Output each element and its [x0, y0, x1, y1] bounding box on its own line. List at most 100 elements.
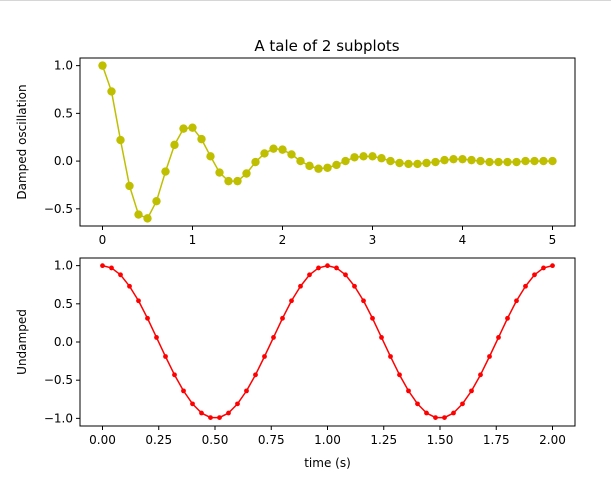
top-data-point: [377, 154, 386, 163]
bottom-x-tick-label: 0.00: [89, 433, 116, 447]
bottom-data-point: [109, 265, 114, 271]
bottom-x-tick-label: 1.00: [314, 433, 341, 447]
top-y-axis-label: Damped oscillation: [15, 84, 29, 199]
bottom-data-point: [451, 410, 456, 416]
top-data-point: [449, 154, 458, 164]
bottom-data-point: [406, 388, 411, 394]
bottom-data-point: [343, 272, 348, 278]
bottom-data-point: [307, 272, 312, 278]
window-top-border: [0, 0, 611, 1]
bottom-data-point: [379, 335, 384, 340]
bottom-data-point: [199, 410, 204, 416]
bottom-data-point: [298, 283, 303, 289]
bottom-data-point: [289, 298, 294, 304]
bottom-x-tick-label: 0.25: [145, 433, 172, 447]
bottom-data-point: [334, 265, 339, 271]
bottom-data-point: [100, 263, 105, 269]
top-data-point: [539, 156, 548, 166]
top-x-tick-label: 2: [279, 233, 287, 247]
top-data-point: [260, 149, 269, 158]
bottom-data-point: [163, 354, 168, 359]
top-data-point: [467, 155, 476, 165]
top-data-point: [413, 159, 422, 169]
top-y-tick-label: 0.5: [54, 106, 73, 120]
top-subplot: 0 1 2 3 4 5 −0.5 0.0 0.5 1.0 Damped oscillation: [15, 57, 576, 247]
bottom-data-point: [397, 372, 402, 378]
top-y-tick-label: −0.5: [44, 202, 73, 216]
top-data-point: [269, 144, 278, 153]
top-data-point: [305, 161, 314, 171]
bottom-x-axis-label: time (s): [304, 456, 351, 470]
top-data-point: [314, 164, 323, 173]
bottom-data-point: [550, 263, 555, 269]
bottom-data-point: [262, 354, 267, 359]
bottom-data-point: [514, 298, 519, 304]
top-data-point: [548, 156, 557, 166]
bottom-data-point: [316, 265, 321, 271]
top-data-point: [458, 154, 467, 164]
bottom-data-point: [487, 354, 492, 359]
top-data-point: [143, 214, 152, 223]
bottom-data-point: [271, 335, 276, 340]
top-data-point: [332, 160, 341, 170]
bottom-data-point: [478, 372, 483, 378]
top-data-point: [233, 176, 242, 186]
top-data-point: [296, 156, 305, 166]
top-x-tick-label: 1: [189, 233, 197, 247]
bottom-y-tick-label: 0.5: [54, 297, 73, 311]
top-series-line: [101, 65, 553, 220]
bottom-data-point: [523, 283, 528, 289]
top-data-point: [134, 210, 143, 219]
bottom-data-point: [136, 298, 141, 304]
top-data-point: [179, 124, 188, 133]
top-y-tick-label: 1.0: [54, 59, 73, 73]
top-data-point: [188, 123, 197, 132]
top-x-tick-label: 3: [369, 233, 377, 247]
top-data-point: [350, 153, 359, 162]
bottom-x-tick-label: 0.50: [202, 433, 229, 447]
bottom-data-point: [235, 401, 240, 407]
bottom-y-tick-label: −0.5: [44, 373, 73, 387]
bottom-data-point: [253, 372, 258, 378]
top-data-point: [287, 150, 296, 159]
top-data-point: [161, 167, 170, 176]
top-data-point: [197, 134, 206, 144]
top-data-point: [125, 181, 134, 191]
bottom-subplot: 0.00 0.25 0.50 0.75 1.00 1.25 1.50 1.75 2.00 −1.0…: [15, 257, 576, 470]
top-data-point: [512, 157, 521, 167]
top-data-point: [98, 61, 107, 70]
bottom-data-point: [172, 372, 177, 378]
top-data-point: [152, 196, 161, 206]
bottom-data-point: [145, 315, 150, 321]
top-data-point: [530, 156, 539, 166]
bottom-data-point: [190, 401, 195, 407]
bottom-data-point: [424, 410, 429, 416]
figure-title: A tale of 2 subplots: [254, 37, 399, 55]
top-data-point: [476, 156, 485, 166]
bottom-data-point: [505, 315, 510, 321]
bottom-data-point: [541, 265, 546, 271]
bottom-data-point: [433, 415, 438, 420]
top-x-tick-label: 0: [99, 233, 107, 247]
top-data-point: [116, 135, 125, 145]
bottom-x-tick-label: 2.00: [539, 433, 566, 447]
top-data-point: [395, 158, 404, 168]
top-data-point: [386, 156, 395, 166]
bottom-data-point: [388, 354, 393, 359]
top-data-point: [485, 157, 494, 167]
bottom-data-point: [370, 315, 375, 321]
bottom-data-point: [181, 388, 186, 394]
top-data-point: [494, 157, 503, 167]
bottom-data-point: [460, 401, 465, 407]
bottom-y-tick-label: −1.0: [44, 411, 73, 425]
bottom-data-point: [532, 272, 537, 278]
bottom-data-point: [415, 401, 420, 407]
top-axes-frame: [79, 57, 576, 227]
top-data-point: [404, 159, 413, 169]
bottom-data-point: [442, 415, 447, 420]
bottom-data-point: [496, 335, 501, 340]
bottom-data-point: [226, 410, 231, 416]
top-data-point: [278, 145, 287, 154]
